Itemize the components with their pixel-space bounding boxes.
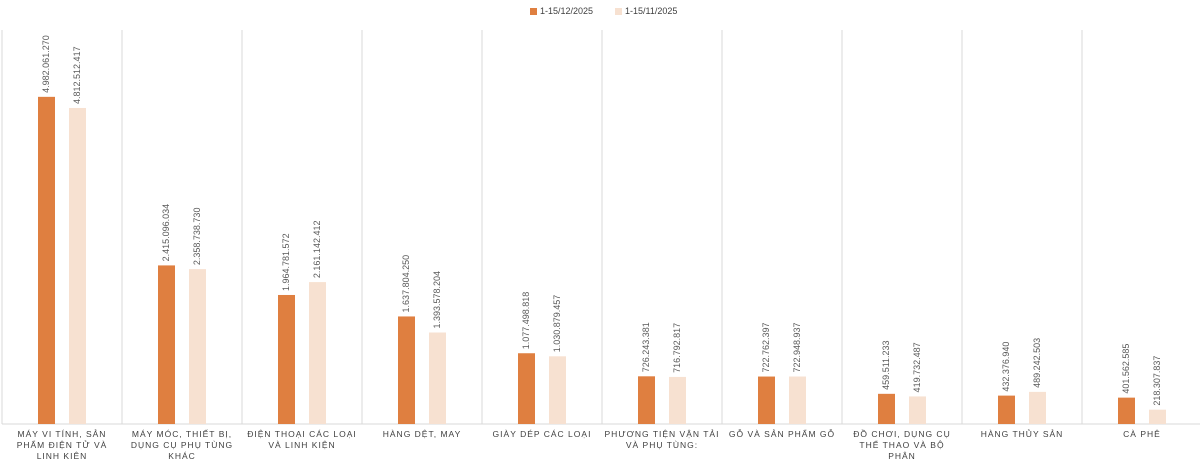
bar [909,396,926,424]
bar [189,269,206,424]
bar [1118,397,1135,424]
bar [1149,409,1166,424]
bar [158,265,175,424]
bar [1029,391,1046,424]
legend-label: 1-15/11/2025 [625,6,678,16]
value-label: 726.243.381 [641,322,651,372]
legend-swatch [615,8,622,15]
value-label: 432.376.940 [1001,342,1011,392]
x-tick-label: ĐIỆN THOẠI CÁC LOẠI VÀ LINH KIỆN [247,429,357,450]
bar [549,356,566,424]
bar [429,332,446,424]
bar [38,96,55,425]
value-label: 1.393.578.204 [432,271,442,329]
bar [789,376,806,424]
bar [878,393,895,424]
x-tick-label: HÀNG THỦY SẢN [980,429,1064,439]
bar [758,376,775,424]
bar [398,316,415,424]
value-label: 401.562.585 [1121,344,1131,394]
value-label: 1.637.804.250 [401,255,411,313]
x-tick-label: GỖ VÀ SẢN PHẨM GỖ [728,429,836,439]
value-label: 2.358.738.730 [192,208,202,266]
x-tick-label: GIÀY DÉP CÁC LOẠI [492,429,592,439]
value-label: 722.948.937 [792,322,802,372]
bar [69,107,86,425]
x-tick-label: MÁY VI TÍNH, SẢN PHẨM ĐIỆN TỬ VÀ LINH KI… [16,429,108,459]
x-tick-label: ĐỒ CHƠI, DỤNG CỤ THỂ THAO VÀ BỘ PHẬN [853,429,951,459]
x-tick-label: PHƯƠNG TIỆN VẬN TẢI VÀ PHỤ TÙNG: [604,429,720,450]
value-label: 2.161.142.412 [312,221,322,279]
value-label: 419.732.487 [912,342,922,392]
bar [638,376,655,424]
value-label: 489.242.503 [1032,338,1042,388]
value-label: 722.762.397 [761,322,771,372]
value-label: 218.307.837 [1152,356,1162,406]
value-label: 716.792.817 [672,323,682,373]
value-label: 459.511.233 [881,340,891,389]
bar [278,294,295,424]
x-tick-label: HÀNG DỆT, MAY [382,429,462,439]
bar [998,395,1015,424]
value-label: 1.964.781.572 [281,233,291,291]
bar [518,353,535,424]
bar [309,282,326,424]
x-tick-label: CÀ PHÊ [1123,429,1161,439]
value-label: 1.077.498.818 [521,292,531,350]
legend-swatch [530,8,537,15]
x-tick-label: MÁY MÓC, THIẾT BỊ, DỤNG CỤ PHỤ TÙNG KHÁC [130,429,234,459]
value-label: 4.812.512.417 [72,46,82,104]
legend-label: 1-15/12/2025 [540,6,594,16]
bar [669,376,686,424]
value-label: 4.982.061.270 [41,35,51,93]
value-label: 1.030.879.457 [552,295,562,353]
value-label: 2.415.096.034 [161,204,171,262]
